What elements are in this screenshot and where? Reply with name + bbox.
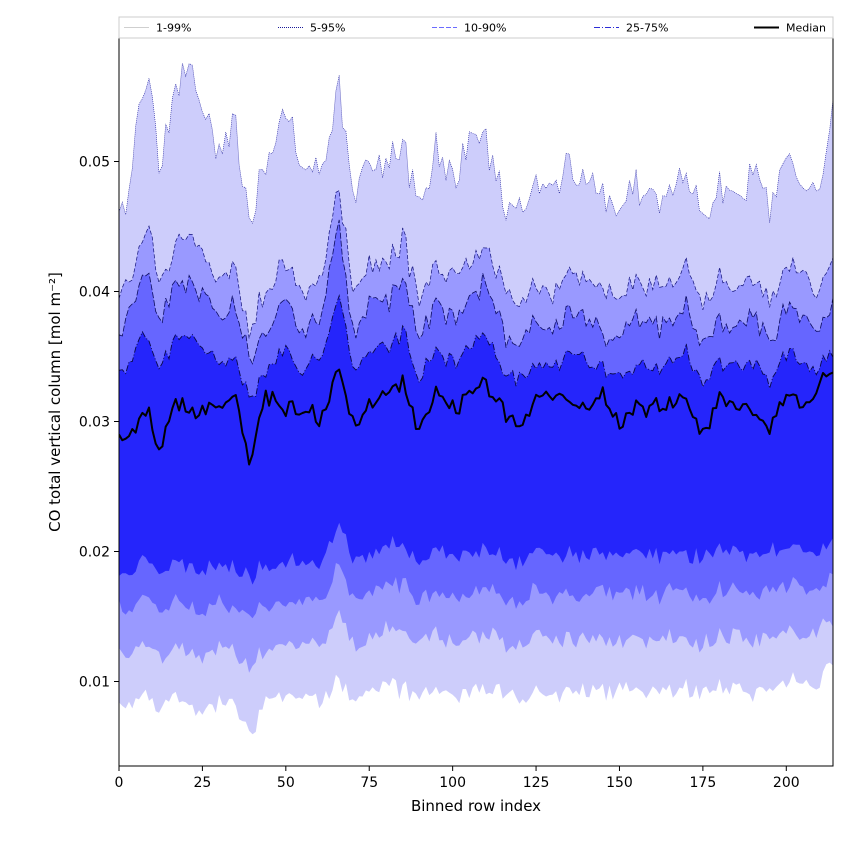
y-tick-label: 0.01 <box>79 675 110 691</box>
median-line <box>119 368 833 466</box>
x-tick-label: 200 <box>773 775 800 791</box>
y-tick-label: 0.05 <box>79 155 110 171</box>
percentile-bands <box>119 63 833 735</box>
legend-label: 1-99% <box>156 22 191 35</box>
x-tick-label: 25 <box>193 775 211 791</box>
x-axis: 0 25 50 75 100 125 150 175 200 <box>115 766 800 791</box>
x-tick-label: 75 <box>360 775 378 791</box>
x-tick-label: 100 <box>439 775 466 791</box>
x-tick-label: 150 <box>606 775 633 791</box>
x-axis-label: Binned row index <box>411 797 541 815</box>
edge-p99 <box>119 63 833 224</box>
edge-p75 <box>119 294 833 398</box>
x-tick-label: 125 <box>523 775 550 791</box>
legend: 1-99% 5-95% 10-90% 25-75% Median <box>118 16 834 39</box>
x-tick-label: 175 <box>690 775 717 791</box>
y-tick-label: 0.02 <box>79 545 110 561</box>
median-layer <box>119 368 833 466</box>
edge-p95 <box>119 190 833 339</box>
legend-label: 25-75% <box>626 22 668 35</box>
y-tick-label: 0.03 <box>79 415 110 431</box>
percentile-edges <box>119 63 833 398</box>
y-axis: 0.01 0.02 0.03 0.04 0.05 <box>79 155 119 691</box>
x-tick-label: 50 <box>277 775 295 791</box>
legend-frame <box>118 16 834 39</box>
legend-label: 10-90% <box>464 22 506 35</box>
edge-p90 <box>119 219 833 365</box>
y-tick-label: 0.04 <box>79 285 110 301</box>
y-axis-label: CO total vertical column [mol m⁻²] <box>46 272 64 532</box>
x-tick-label: 0 <box>115 775 124 791</box>
legend-label: Median <box>786 22 826 35</box>
legend-label: 5-95% <box>310 22 345 35</box>
